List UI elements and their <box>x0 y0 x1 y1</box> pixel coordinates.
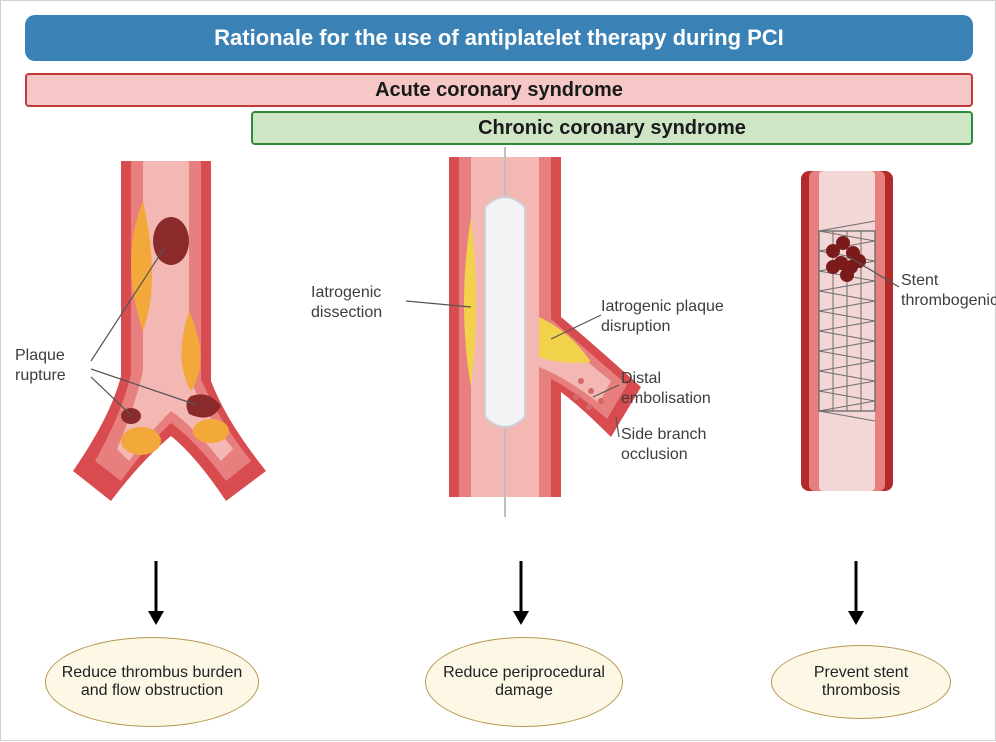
label-side-branch: Side branch occlusion <box>621 425 741 465</box>
label-stent-thrombogenicity: Stent thrombogenicity <box>901 271 996 311</box>
goal-ellipse-1: Reduce thrombus burden and flow obstruct… <box>45 637 259 727</box>
title-bar: Rationale for the use of antiplatelet th… <box>25 15 973 61</box>
label-iatrogenic-plaque: Iatrogenic plaque disruption <box>601 297 751 337</box>
label-iatrogenic-dissection: Iatrogenic dissection <box>311 283 411 323</box>
label-distal-embolisation: Distal embolisation <box>621 369 741 409</box>
label-plaque-rupture: Plaque rupture <box>15 346 105 386</box>
goal-text-3: Prevent stent thrombosis <box>786 664 936 700</box>
goal-text-1: Reduce thrombus burden and flow obstruct… <box>60 664 244 700</box>
goal-ellipse-2: Reduce periprocedural damage <box>425 637 623 727</box>
title-text: Rationale for the use of antiplatelet th… <box>214 25 784 51</box>
acute-text: Acute coronary syndrome <box>375 79 623 102</box>
acute-bar: Acute coronary syndrome <box>25 73 973 107</box>
chronic-bar: Chronic coronary syndrome <box>251 111 973 145</box>
infographic-canvas: Rationale for the use of antiplatelet th… <box>0 0 996 741</box>
goal-ellipse-3: Prevent stent thrombosis <box>771 645 951 719</box>
chronic-text: Chronic coronary syndrome <box>478 117 746 140</box>
goal-text-2: Reduce periprocedural damage <box>440 664 608 700</box>
